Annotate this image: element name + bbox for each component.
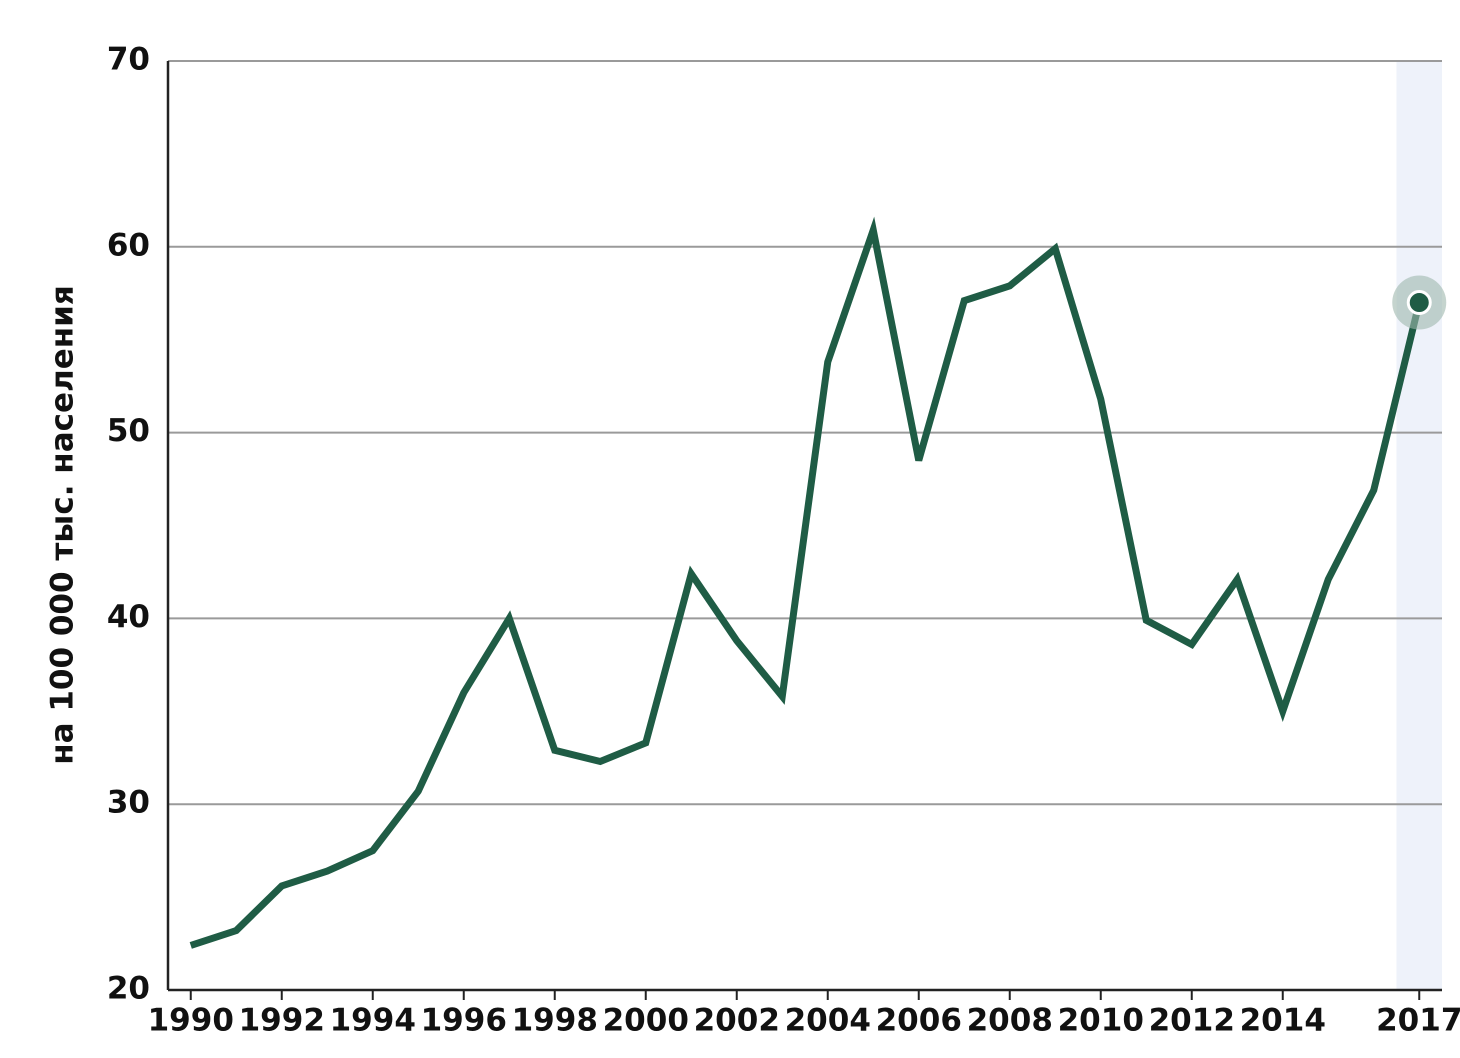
y-tick-label: 30: [107, 785, 150, 821]
x-tick-label: 1990: [148, 1003, 234, 1039]
highlight-band: [1396, 61, 1442, 990]
y-tick-label: 20: [107, 971, 150, 1007]
x-tick-label: 2010: [1058, 1003, 1144, 1039]
x-tick-label: 2006: [876, 1003, 962, 1039]
x-tick-label: 2004: [785, 1003, 871, 1039]
line: [189, 216, 1423, 949]
y-axis-label: на 100 000 тыс. населения: [45, 285, 81, 765]
x-tick-label: 1994: [330, 1003, 416, 1039]
x-tick-label: 2000: [603, 1003, 689, 1039]
x-tick-label: 2008: [967, 1003, 1053, 1039]
x-tick-label: 2002: [694, 1003, 780, 1039]
y-tick-label: 70: [107, 42, 150, 78]
y-tick-label: 60: [107, 227, 150, 263]
y-tick-label: 50: [107, 413, 150, 449]
x-tick-label: 1998: [512, 1003, 598, 1039]
x-tick-label: 2017: [1376, 1003, 1460, 1039]
x-tick-label: 2012: [1149, 1003, 1235, 1039]
x-tick-label: 2014: [1240, 1003, 1326, 1039]
y-tick-label: 40: [107, 599, 150, 635]
x-tick-label: 1992: [239, 1003, 325, 1039]
x-tick-label: 1996: [421, 1003, 507, 1039]
highlight-point: [1406, 290, 1432, 316]
